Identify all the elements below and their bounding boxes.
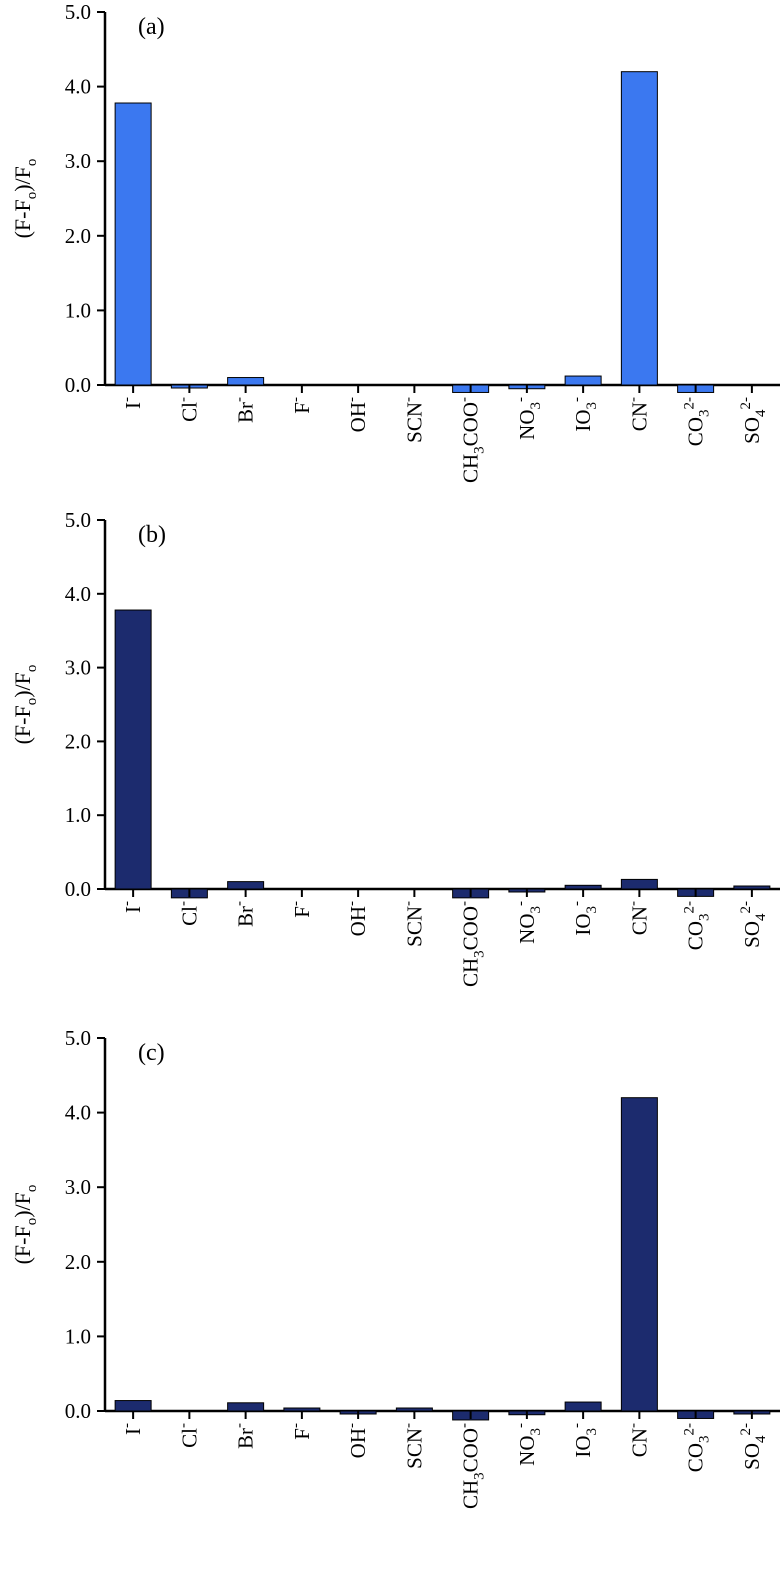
x-category-label: OH- — [344, 397, 370, 432]
x-category-label: CO32- — [682, 901, 713, 950]
x-category-label: IO3- — [569, 1423, 600, 1458]
y-tick-label: 5.0 — [65, 1026, 91, 1050]
x-category-label: Cl- — [175, 1423, 201, 1448]
x-category-label: CO32- — [682, 397, 713, 446]
x-category-label: F- — [288, 397, 314, 414]
x-category-label: Br- — [232, 1423, 258, 1449]
y-tick-label: 0.0 — [65, 877, 91, 901]
bar-br — [227, 1402, 265, 1412]
chart-panel-b: 0.0 1.0 2.0 3.0 4.0 5.0 (F-Fo)/Fo (b) I- Cl- Br- F-… — [10, 508, 780, 987]
x-category-label: CH3COO- — [457, 901, 488, 987]
x-category-label: SCN- — [400, 397, 426, 443]
x-category-label: IO3- — [569, 901, 600, 936]
y-tick-label: 4.0 — [65, 1101, 91, 1125]
y-tick-label: 4.0 — [65, 582, 91, 606]
x-category-label: NO3- — [513, 901, 544, 944]
x-category-label: CH3COO- — [457, 397, 488, 483]
x-category-label: SO42- — [738, 901, 769, 948]
bar-cn — [620, 878, 658, 890]
x-category-label: Cl- — [175, 397, 201, 422]
x-category-label: SO42- — [738, 397, 769, 444]
x-category-label: OH- — [344, 901, 370, 936]
bar-i — [114, 102, 152, 386]
x-category-label: F- — [288, 901, 314, 918]
x-category-label: CN- — [625, 901, 651, 935]
x-category-label: Br- — [232, 397, 258, 423]
panel-label: (b) — [138, 522, 166, 548]
x-category-label: Cl- — [175, 901, 201, 926]
bar-i — [114, 1400, 152, 1412]
y-tick-label: 3.0 — [65, 149, 91, 173]
y-tick-label: 2.0 — [65, 1250, 91, 1274]
x-category-label: SCN- — [400, 1423, 426, 1469]
x-category-label: I- — [119, 397, 145, 409]
y-axis-label: (F-Fo)/Fo — [10, 665, 40, 745]
chart-panel-a: 0.0 1.0 2.0 3.0 4.0 5.0 (F-Fo)/Fo (a) I- Cl- Br- F-… — [10, 0, 780, 483]
x-category-label: CN- — [625, 397, 651, 431]
bar-br — [227, 881, 265, 890]
bar-cn — [620, 1097, 658, 1412]
x-category-label: Br- — [232, 901, 258, 927]
x-category-label: OH- — [344, 1423, 370, 1458]
y-axis-label: (F-Fo)/Fo — [10, 1185, 40, 1265]
bar-i — [114, 609, 152, 890]
y-tick-label: 3.0 — [65, 656, 91, 680]
x-category-label: I- — [119, 1423, 145, 1435]
y-tick-label: 0.0 — [65, 373, 91, 397]
y-tick-label: 5.0 — [65, 0, 91, 24]
bar-scn — [395, 1407, 433, 1412]
x-category-label: IO3- — [569, 397, 600, 432]
bar-io3 — [564, 375, 602, 386]
y-tick-label: 0.0 — [65, 1399, 91, 1423]
y-tick-label: 4.0 — [65, 75, 91, 99]
panel-label: (c) — [138, 1040, 165, 1066]
x-category-label: CO32- — [682, 1423, 713, 1472]
y-tick-label: 1.0 — [65, 298, 91, 322]
y-tick-label: 2.0 — [65, 224, 91, 248]
y-tick-label: 1.0 — [65, 1324, 91, 1348]
x-category-label: F- — [288, 1423, 314, 1440]
y-tick-label: 2.0 — [65, 729, 91, 753]
y-tick-label: 1.0 — [65, 803, 91, 827]
chart-panel-c: 0.0 1.0 2.0 3.0 4.0 5.0 (F-Fo)/Fo (c) I- Cl- Br- F-… — [10, 1026, 780, 1509]
x-category-label: NO3- — [513, 397, 544, 440]
bar-so42 — [733, 885, 771, 890]
y-axis-label: (F-Fo)/Fo — [10, 159, 40, 239]
bar-io3 — [564, 1401, 602, 1412]
x-category-label: CN- — [625, 1423, 651, 1457]
bar-f — [283, 1407, 321, 1412]
x-category-label: I- — [119, 901, 145, 913]
bar-br — [227, 377, 265, 386]
y-tick-label: 3.0 — [65, 1175, 91, 1199]
x-category-label: CH3COO- — [457, 1423, 488, 1509]
y-tick-label: 5.0 — [65, 508, 91, 532]
x-category-label: SO42- — [738, 1423, 769, 1470]
x-category-label: SCN- — [400, 901, 426, 947]
x-category-label: NO3- — [513, 1423, 544, 1466]
panel-label: (a) — [138, 14, 165, 40]
bar-cn — [620, 71, 658, 386]
bar-io3 — [564, 884, 602, 890]
